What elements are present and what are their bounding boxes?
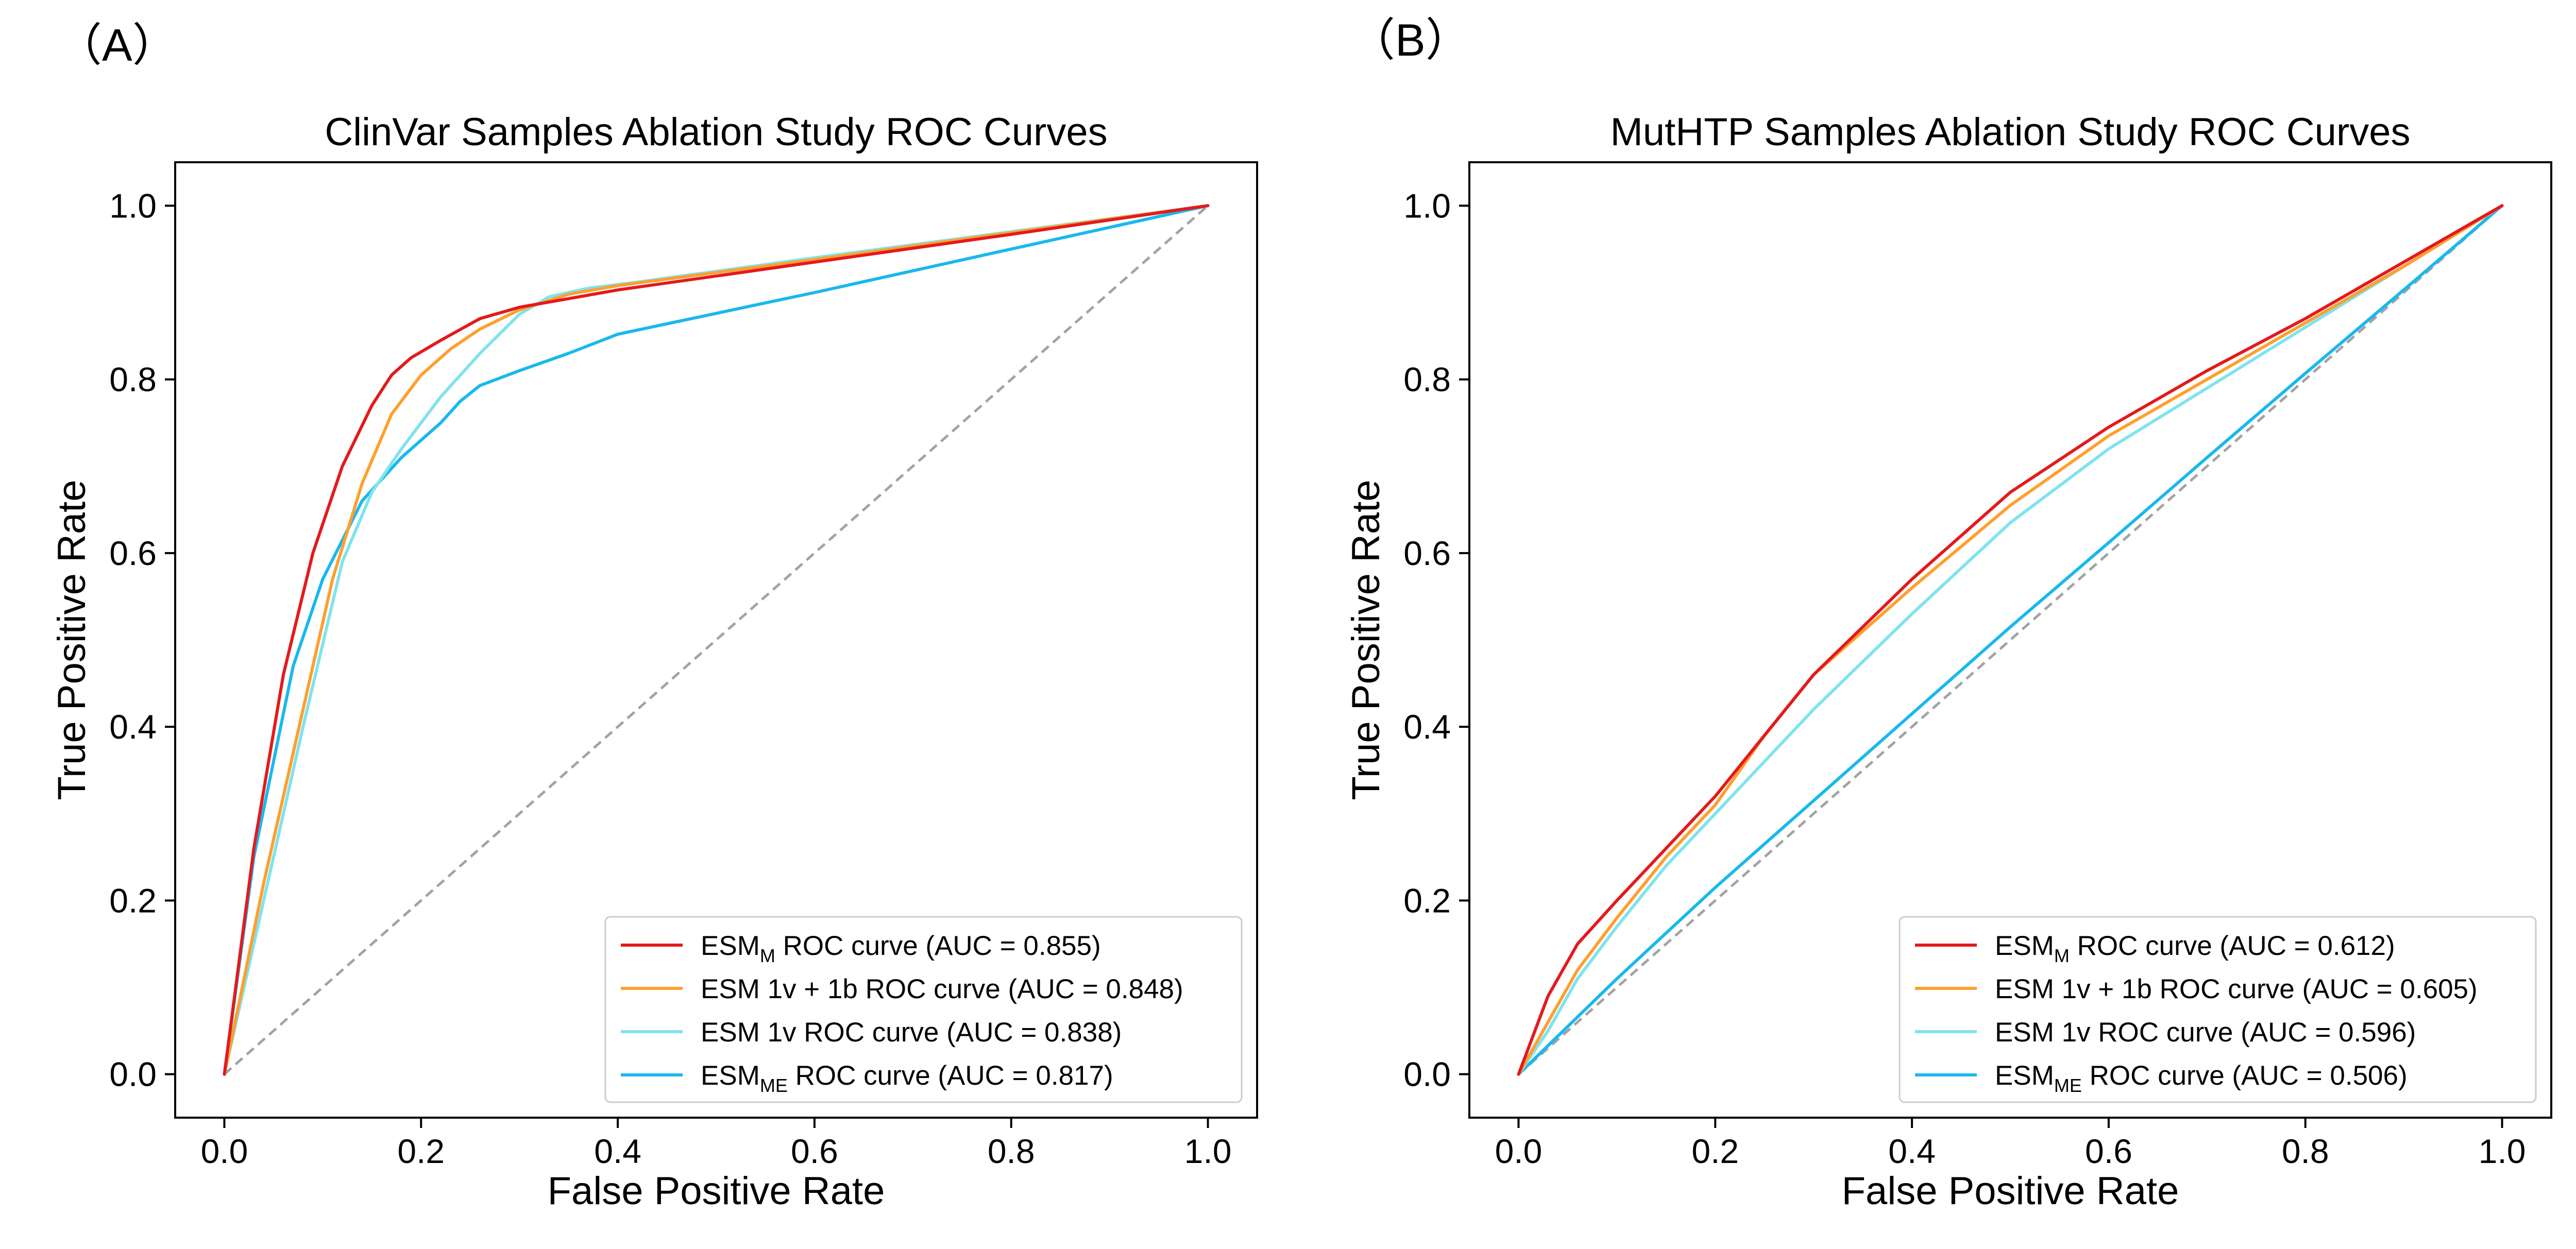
chart-title: ClinVar Samples Ablation Study ROC Curve…: [325, 110, 1107, 154]
y-tick-label: 0.6: [1403, 534, 1451, 572]
legend-label-rest: ROC curve (AUC = 0.855): [775, 931, 1101, 961]
y-tick-label: 0.0: [109, 1055, 157, 1093]
roc-curve-esm-me: [223, 204, 1210, 1076]
legend-label-main: ESM: [701, 1060, 760, 1091]
x-tick-label: 0.4: [1888, 1132, 1936, 1170]
roc-curve-esm-me: [1517, 204, 2504, 1076]
roc-curve-esm-m: [223, 204, 1210, 1076]
x-tick-label: 0.6: [2085, 1132, 2132, 1170]
x-tick-label: 0.0: [1495, 1132, 1543, 1170]
legend-label-esm-1v: ESM 1v ROC curve (AUC = 0.838): [701, 1017, 1122, 1048]
x-axis-label: False Positive Rate: [548, 1169, 885, 1213]
legend-label-main: ESM 1v ROC curve (AUC = 0.596): [1995, 1017, 2416, 1048]
legend-label-esm-m: ESMM ROC curve (AUC = 0.612): [1995, 931, 2395, 966]
panel-letter: （A）: [57, 20, 178, 71]
x-tick-label: 0.2: [1691, 1132, 1739, 1170]
x-tick-label: 1.0: [1184, 1132, 1232, 1170]
y-tick-label: 0.2: [109, 881, 157, 919]
legend-label-main: ESM: [1995, 1060, 2054, 1091]
legend-label-esm-1v: ESM 1v ROC curve (AUC = 0.596): [1995, 1017, 2416, 1048]
legend: ESMM ROC curve (AUC = 0.855)ESM 1v + 1b …: [604, 916, 1243, 1103]
y-axis-label: True Positive Rate: [1344, 480, 1388, 800]
legend-label-subscript: ME: [2054, 1075, 2082, 1096]
y-tick-label: 0.4: [109, 708, 157, 746]
legend-label-main: ESM 1v + 1b ROC curve (AUC = 0.848): [701, 974, 1183, 1004]
legend-label-esm-m: ESMM ROC curve (AUC = 0.855): [701, 931, 1101, 966]
y-tick-label: 1.0: [1403, 186, 1451, 225]
legend-label-esm-1v-1b: ESM 1v + 1b ROC curve (AUC = 0.605): [1995, 974, 2478, 1004]
legend-label-main: ESM 1v + 1b ROC curve (AUC = 0.605): [1995, 974, 2478, 1004]
x-tick-label: 1.0: [2479, 1132, 2526, 1170]
y-tick-label: 0.8: [109, 361, 157, 399]
legend-label-esm-me: ESMME ROC curve (AUC = 0.817): [701, 1060, 1113, 1096]
legend-box: [604, 916, 1243, 1103]
roc-curve-esm-1v: [1517, 204, 2504, 1076]
x-tick-label: 0.6: [791, 1132, 838, 1170]
legend-label-main: ESM 1v ROC curve (AUC = 0.838): [701, 1017, 1122, 1048]
roc-curve-esm-1v-1b: [223, 204, 1210, 1076]
plot-frame: [1468, 161, 2552, 1119]
chance-diagonal-line: [223, 204, 1209, 1075]
chart-title: MutHTP Samples Ablation Study ROC Curves: [1611, 110, 2411, 154]
y-axis-label: True Positive Rate: [50, 480, 94, 800]
y-tick-label: 0.6: [109, 534, 157, 572]
legend-label-rest: ROC curve (AUC = 0.817): [788, 1060, 1113, 1091]
legend-label-main: ESM: [1995, 931, 2054, 961]
legend: ESMM ROC curve (AUC = 0.612)ESM 1v + 1b …: [1899, 916, 2537, 1103]
plot-frame: [174, 161, 1258, 1119]
y-tick-label: 0.4: [1403, 708, 1451, 746]
legend-label-main: ESM: [701, 931, 760, 961]
legend-box: [1899, 916, 2537, 1103]
roc-curve-esm-m: [1517, 204, 2504, 1076]
legend-label-esm-me: ESMME ROC curve (AUC = 0.506): [1995, 1060, 2408, 1096]
panel-letter: （B）: [1350, 14, 1471, 65]
legend-label-subscript: ME: [760, 1075, 788, 1096]
legend-label-rest: ROC curve (AUC = 0.506): [2082, 1060, 2408, 1091]
x-tick-label: 0.8: [988, 1132, 1035, 1170]
y-tick-label: 0.0: [1403, 1055, 1451, 1093]
x-tick-label: 0.4: [594, 1132, 641, 1170]
roc-panel-a: （A） ClinVar Samples Ablation Study ROC Cu…: [50, 20, 1258, 1213]
y-tick-label: 0.2: [1403, 881, 1451, 919]
y-tick-label: 0.8: [1403, 361, 1451, 399]
chance-diagonal-line: [1517, 204, 2503, 1075]
y-tick-label: 1.0: [109, 186, 157, 225]
roc-panel-b: （B） MutHTP Samples Ablation Study ROC Cur…: [1344, 14, 2552, 1213]
x-tick-label: 0.8: [2282, 1132, 2329, 1170]
legend-label-rest: ROC curve (AUC = 0.612): [2070, 931, 2395, 961]
x-axis-label: False Positive Rate: [1842, 1169, 2179, 1213]
legend-label-subscript: M: [2054, 945, 2070, 966]
x-tick-label: 0.2: [397, 1132, 445, 1170]
x-tick-label: 0.0: [201, 1132, 248, 1170]
legend-label-subscript: M: [760, 945, 775, 966]
legend-label-esm-1v-1b: ESM 1v + 1b ROC curve (AUC = 0.848): [701, 974, 1183, 1004]
